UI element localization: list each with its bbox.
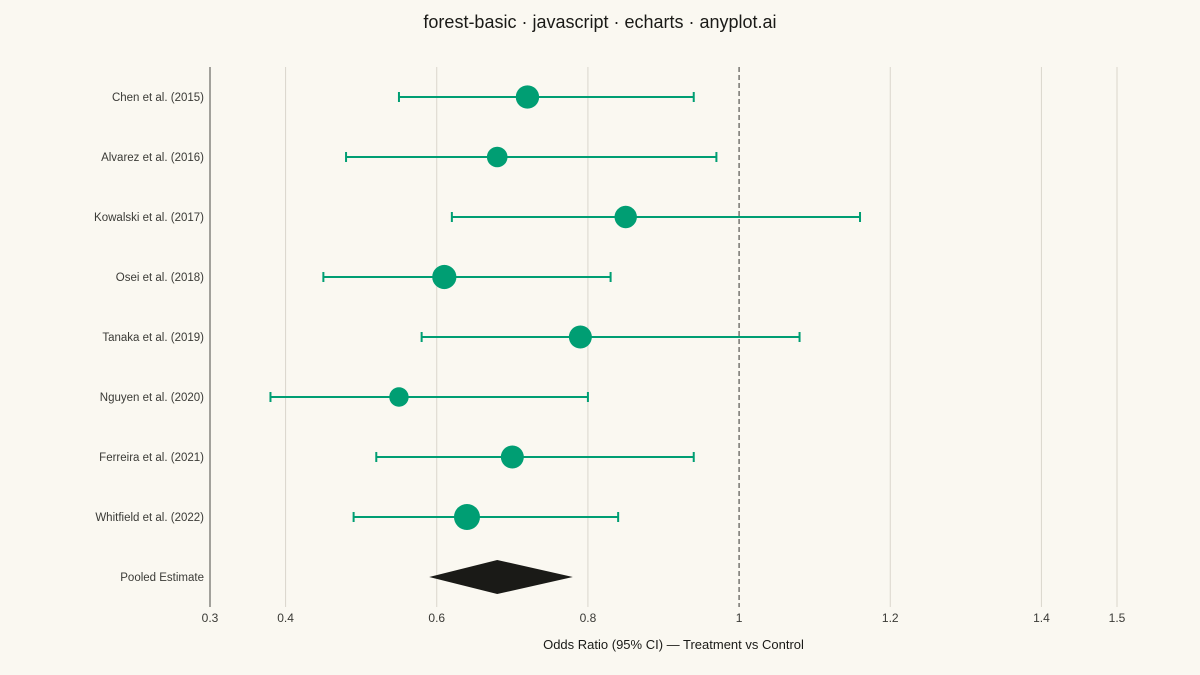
x-tick-label: 0.6 (428, 611, 445, 625)
chart-marks (269, 85, 862, 594)
chart-title: forest-basic · javascript · echarts · an… (423, 12, 777, 32)
point-estimate (486, 146, 508, 168)
study-label: Nguyen et al. (2020) (100, 392, 204, 404)
x-tick-label: 0.3 (202, 611, 219, 625)
point-estimate (389, 387, 409, 407)
axes (209, 67, 740, 607)
point-estimate (568, 325, 592, 349)
point-estimate (432, 264, 457, 290)
x-tick-label: 1.5 (1109, 611, 1126, 625)
point-estimate (453, 504, 480, 530)
point-estimate (500, 445, 524, 469)
study-label: Whitfield et al. (2022) (95, 512, 204, 524)
chart-labels: 0.3 0.4 0.6 0.8 1 1.2 1.4 1.5 Odds Ratio (95% CI… (94, 92, 1126, 652)
point-estimate (515, 85, 540, 109)
x-tick-label: 0.4 (277, 611, 294, 625)
pooled-diamond (429, 560, 573, 594)
study-label: Ferreira et al. (2021) (99, 452, 204, 464)
study-label: Kowalski et al. (2017) (94, 212, 204, 224)
study-label: Osei et al. (2018) (116, 272, 204, 284)
x-tick-label: 1 (736, 611, 743, 625)
x-tick-label: 0.8 (580, 611, 597, 625)
point-estimate (614, 205, 637, 229)
x-axis-label: Odds Ratio (95% CI) — Treatment vs Contr… (543, 637, 804, 652)
pooled-label: Pooled Estimate (120, 572, 204, 584)
x-tick-label: 1.2 (882, 611, 899, 625)
x-tick-label: 1.4 (1033, 611, 1050, 625)
study-label: Tanaka et al. (2019) (102, 332, 204, 344)
study-label: Alvarez et al. (2016) (101, 152, 204, 164)
study-label: Chen et al. (2015) (112, 92, 204, 104)
